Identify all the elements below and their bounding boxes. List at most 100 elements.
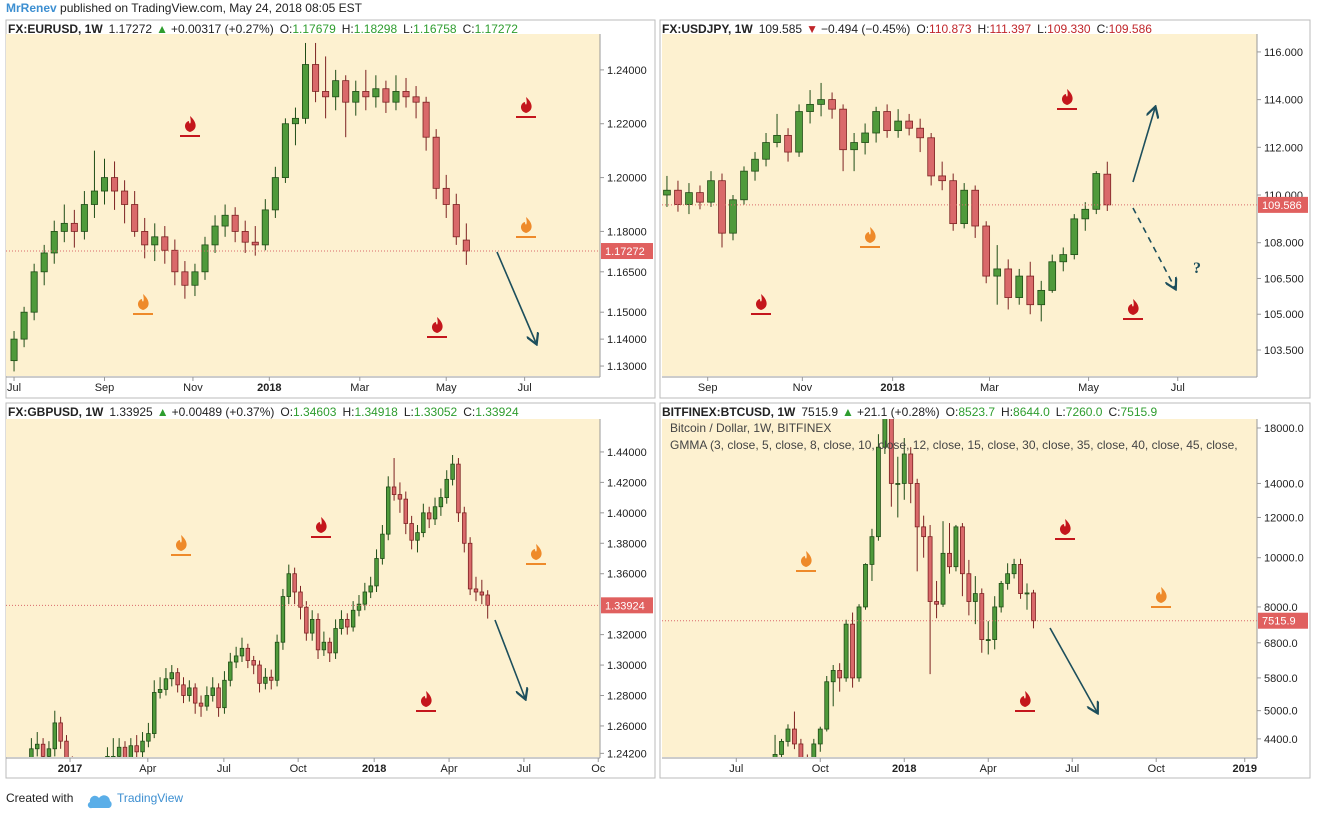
y-tick-label: 4400.0 xyxy=(1264,734,1298,746)
candle-body xyxy=(452,204,460,238)
candle-body xyxy=(960,189,968,225)
y-tick-label: 1.30000 xyxy=(607,660,647,672)
candle-body xyxy=(70,222,78,232)
x-tick-label: May xyxy=(436,382,457,394)
candles xyxy=(10,42,470,372)
candle-body xyxy=(421,512,426,534)
candle-body xyxy=(251,241,259,246)
y-tick-label: 1.28000 xyxy=(607,691,647,703)
candle-body xyxy=(927,536,933,602)
x-tick-label: Oct xyxy=(1148,763,1165,775)
x-tick-label: Jul xyxy=(517,763,531,775)
flame-icon xyxy=(176,535,187,551)
candle-body xyxy=(740,170,748,201)
candle-body xyxy=(121,190,129,205)
candle-body xyxy=(934,601,939,605)
x-tick-label: Jul xyxy=(1171,382,1185,394)
candle-body xyxy=(729,199,737,234)
x-tick-label: 2018 xyxy=(892,763,916,775)
y-tick-label: 5800.0 xyxy=(1264,673,1298,685)
candle-body xyxy=(263,676,268,684)
candle-body xyxy=(60,222,68,232)
candle-body xyxy=(187,687,192,696)
footer-brand[interactable]: TradingView xyxy=(117,791,183,805)
last-price: 1.17272 xyxy=(109,22,153,36)
candle-body xyxy=(286,573,291,597)
chart-header: FX:USDJPY, 1W 109.585 ▼ −0.494 (−0.45%) O:11… xyxy=(662,22,1152,36)
candle-body xyxy=(239,647,245,657)
y-tick-label: 114.000 xyxy=(1264,95,1303,107)
flame-icon xyxy=(1060,519,1071,535)
candle-body xyxy=(1015,275,1024,298)
quote-key: C: xyxy=(463,22,475,36)
candle-body xyxy=(58,722,63,742)
candle-body xyxy=(971,189,979,227)
candle-body xyxy=(111,755,116,757)
candle-body xyxy=(817,99,825,105)
candle-body xyxy=(1037,289,1046,306)
candle-body xyxy=(362,91,370,98)
y-tick-label: 1.18000 xyxy=(607,226,647,238)
candle-body xyxy=(895,483,901,485)
candle-body xyxy=(171,249,179,273)
y-tick-label: 10000.0 xyxy=(1264,553,1304,565)
y-tick-label: 8000.0 xyxy=(1264,602,1298,614)
trend-arrow xyxy=(1132,207,1175,288)
x-tick-label: May xyxy=(1078,382,1099,394)
candle-body xyxy=(473,588,479,593)
candle-body xyxy=(938,175,946,182)
quote-key: L: xyxy=(1056,405,1066,419)
quote-key: C: xyxy=(1097,22,1109,36)
candle-body xyxy=(432,506,438,520)
candle-body xyxy=(772,754,778,757)
candle-body xyxy=(718,180,726,234)
flame-icon xyxy=(756,294,767,310)
candle-body xyxy=(315,618,321,651)
quote-key: L: xyxy=(404,405,414,419)
x-tick-label: Jul xyxy=(1065,763,1079,775)
symbol: FX:GBPUSD, 1W xyxy=(8,405,104,419)
candle-body xyxy=(221,214,229,227)
candle-body xyxy=(861,132,869,143)
candle-body xyxy=(198,702,204,707)
candles xyxy=(772,419,1036,757)
candle-body xyxy=(992,606,998,640)
candle-body xyxy=(10,338,18,362)
candle-body xyxy=(280,596,286,643)
candle-body xyxy=(485,594,490,606)
candle-body xyxy=(271,177,279,211)
candle-body xyxy=(479,591,485,596)
x-tick-label: Jul xyxy=(518,382,532,394)
change: +0.00317 (+0.27%) xyxy=(171,22,274,36)
y-tick-label: 1.20000 xyxy=(607,173,647,185)
candle-body xyxy=(29,748,34,757)
y-tick-label: 14000.0 xyxy=(1264,478,1304,490)
candle-body xyxy=(426,512,432,520)
x-tick-label: Sep xyxy=(698,382,718,394)
y-tick-label: 6800.0 xyxy=(1264,638,1298,650)
price-label: 1.17272 xyxy=(605,246,645,258)
quote-key: C: xyxy=(463,405,475,419)
candle-body xyxy=(905,120,913,129)
byline: MrRenev published on TradingView.com, Ma… xyxy=(6,1,363,15)
candle-body xyxy=(192,687,198,704)
candle-body xyxy=(151,236,159,246)
x-tick-label: Oct xyxy=(812,763,829,775)
quote-key: H: xyxy=(342,405,354,419)
publisher[interactable]: MrRenev xyxy=(6,1,57,15)
candle-body xyxy=(1031,592,1036,622)
quote-key: C: xyxy=(1108,405,1120,419)
candle-body xyxy=(332,80,340,98)
candle-body xyxy=(231,214,239,232)
candle-body xyxy=(1018,564,1023,594)
candle-body xyxy=(274,641,280,681)
footer-created: Created with xyxy=(6,791,73,805)
candle-body xyxy=(50,231,58,254)
candle-body xyxy=(901,453,907,484)
candle-body xyxy=(386,486,391,535)
candle-body xyxy=(806,103,814,112)
candle-body xyxy=(949,180,957,225)
y-tick-label: 5000.0 xyxy=(1264,706,1298,718)
candle-body xyxy=(817,728,823,745)
candle-body xyxy=(128,745,134,757)
